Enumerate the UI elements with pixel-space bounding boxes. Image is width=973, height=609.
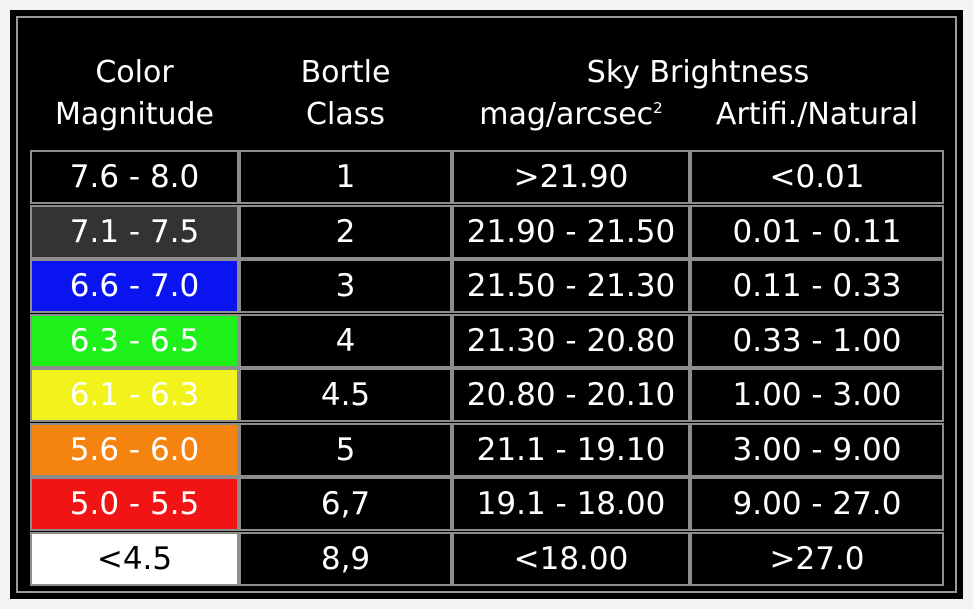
magnitude-cell: 6.3 - 6.5	[30, 314, 239, 368]
artificial-natural-label: Artifi./Natural	[715, 97, 919, 132]
sky-brightness-cell: 21.30 - 20.80	[452, 314, 690, 368]
mag-arcsec-label: mag/arcsec2	[452, 94, 690, 136]
mag-arcsec-superscript: 2	[653, 99, 663, 117]
sky-brightness-cell: 20.80 - 20.10	[452, 368, 690, 422]
header-color-magnitude: Color Magnitude	[30, 52, 239, 136]
table-row: 7.1 - 7.5 2 21.90 - 21.50 0.01 - 0.11	[30, 205, 944, 259]
sky-brightness-cell: 21.50 - 21.30	[452, 259, 690, 313]
bortle-class-cell: 5	[239, 423, 452, 477]
bortle-class-cell: 6,7	[239, 477, 452, 531]
magnitude-cell: 7.1 - 7.5	[30, 205, 239, 259]
artificial-natural-cell: <0.01	[690, 150, 944, 204]
table-row: 7.6 - 8.0 1 >21.90 <0.01	[30, 150, 944, 204]
header-bortle-label: Bortle	[300, 55, 391, 90]
artificial-natural-cell: >27.0	[690, 532, 944, 586]
artificial-natural-cell: 3.00 - 9.00	[690, 423, 944, 477]
header-sky-brightness-title: Sky Brightness	[452, 52, 944, 94]
magnitude-cell: 5.6 - 6.0	[30, 423, 239, 477]
artificial-natural-cell: 1.00 - 3.00	[690, 368, 944, 422]
mag-arcsec-text: mag/arcsec	[479, 97, 654, 132]
bortle-class-cell: 2	[239, 205, 452, 259]
magnitude-cell: 5.0 - 5.5	[30, 477, 239, 531]
artificial-natural-cell: 0.01 - 0.11	[690, 205, 944, 259]
table-row: 6.3 - 6.5 4 21.30 - 20.80 0.33 - 1.00	[30, 314, 944, 368]
sky-brightness-cell: 21.90 - 21.50	[452, 205, 690, 259]
bortle-class-cell: 8,9	[239, 532, 452, 586]
sky-brightness-cell: <18.00	[452, 532, 690, 586]
header-magnitude-label: Magnitude	[55, 97, 214, 132]
header-artificial-natural: Artifi./Natural	[690, 94, 944, 136]
bortle-class-cell: 1	[239, 150, 452, 204]
magnitude-cell: 6.1 - 6.3	[30, 368, 239, 422]
magnitude-cell: 6.6 - 7.0	[30, 259, 239, 313]
artificial-natural-cell: 0.33 - 1.00	[690, 314, 944, 368]
header-color-label: Color	[95, 55, 174, 90]
table-row: <4.5 8,9 <18.00 >27.0	[30, 532, 944, 586]
sky-brightness-cell: 19.1 - 18.00	[452, 477, 690, 531]
brightness-table: 7.6 - 8.0 1 >21.90 <0.01 7.1 - 7.5 2 21.90 - 2…	[30, 150, 944, 586]
sky-brightness-label: Sky Brightness	[586, 55, 810, 90]
magnitude-cell: 7.6 - 8.0	[30, 150, 239, 204]
table-row: 6.1 - 6.3 4.5 20.80 - 20.10 1.00 - 3.00	[30, 368, 944, 422]
inner-border	[16, 16, 957, 593]
sky-brightness-cell: >21.90	[452, 150, 690, 204]
table-row: 5.0 - 5.5 6,7 19.1 - 18.00 9.00 - 27.0	[30, 477, 944, 531]
header-class-label: Class	[306, 97, 385, 132]
header-bortle-class: Bortle Class	[239, 52, 452, 136]
bortle-class-cell: 4.5	[239, 368, 452, 422]
bortle-class-cell: 4	[239, 314, 452, 368]
artificial-natural-cell: 0.11 - 0.33	[690, 259, 944, 313]
table-row: 6.6 - 7.0 3 21.50 - 21.30 0.11 - 0.33	[30, 259, 944, 313]
bortle-class-cell: 3	[239, 259, 452, 313]
header-mag-arcsec: mag/arcsec2	[452, 94, 690, 136]
table-row: 5.6 - 6.0 5 21.1 - 19.10 3.00 - 9.00	[30, 423, 944, 477]
sky-brightness-cell: 21.1 - 19.10	[452, 423, 690, 477]
magnitude-cell: <4.5	[30, 532, 239, 586]
artificial-natural-cell: 9.00 - 27.0	[690, 477, 944, 531]
